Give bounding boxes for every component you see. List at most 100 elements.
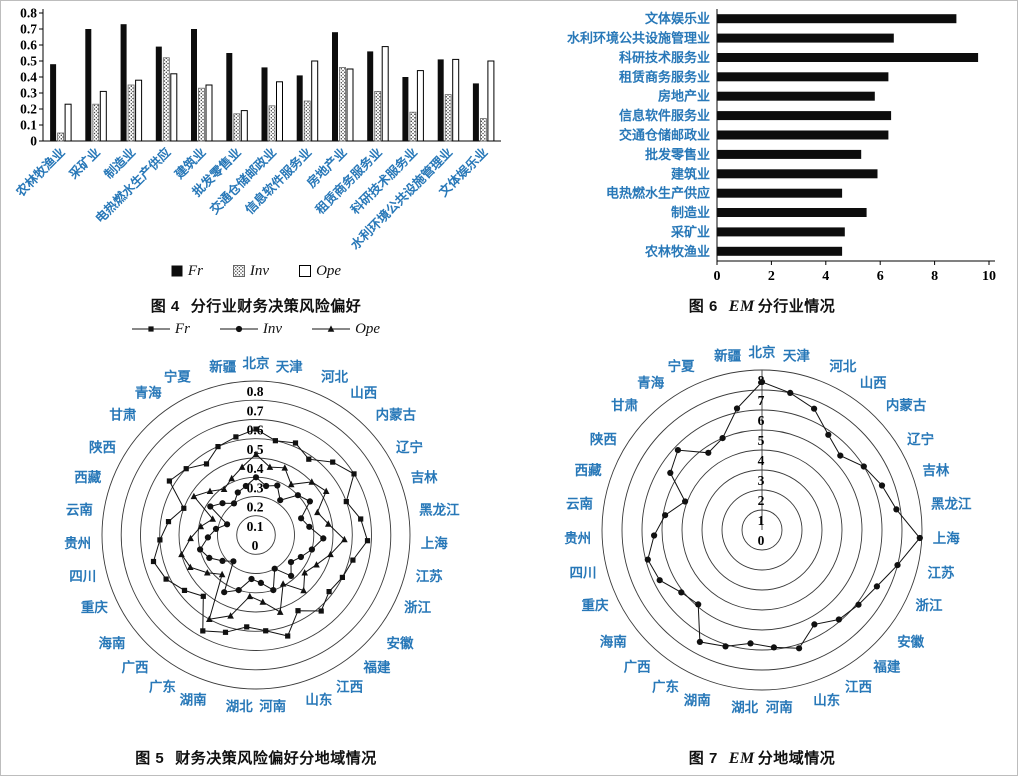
svg-text:黑龙江: 黑龙江 [931,496,972,512]
svg-text:0: 0 [251,538,258,553]
svg-text:河南: 河南 [259,698,286,714]
svg-text:北京: 北京 [748,344,775,360]
fig4-legend-item-ope: Ope [299,264,341,279]
fig5-caption-title: 财务决策风险偏好分地域情况 [175,750,377,767]
svg-text:福建: 福建 [362,659,390,675]
svg-text:湖南: 湖南 [683,692,710,708]
svg-text:0.2: 0.2 [246,500,263,515]
svg-text:浙江: 浙江 [404,599,431,615]
svg-text:江苏: 江苏 [415,568,442,584]
svg-text:山东: 山东 [813,692,840,708]
svg-text:四川: 四川 [569,565,596,580]
fig7-caption: 图 7 EM 分地域情况 [689,749,835,769]
svg-text:广东: 广东 [652,679,680,695]
fig7-radar-chart: 012345678北京天津河北山西内蒙古辽宁吉林黑龙江上海江苏浙江安徽福建江西山… [510,327,1015,747]
svg-text:天津: 天津 [782,348,809,364]
svg-text:陕西: 陕西 [589,431,616,447]
fig6-caption-number: 图 6 [688,298,718,315]
svg-text:广东: 广东 [148,678,175,694]
svg-text:建筑业: 建筑业 [671,166,710,181]
svg-text:上海: 上海 [420,535,447,551]
svg-text:贵州: 贵州 [564,530,591,546]
svg-text:上海: 上海 [932,530,959,546]
svg-text:江苏: 江苏 [927,564,955,580]
svg-text:广西: 广西 [121,659,148,675]
fig5-legend-marker-icon [131,326,170,332]
fig4-caption-number: 图 4 [150,298,180,315]
svg-text:河北: 河北 [321,368,348,384]
svg-text:农林牧渔业: 农林牧渔业 [12,144,68,200]
svg-text:6: 6 [757,413,764,428]
svg-text:海南: 海南 [599,634,626,650]
svg-text:0.6: 0.6 [20,38,37,53]
svg-text:0.8: 0.8 [246,384,263,399]
svg-text:北京: 北京 [242,355,269,371]
svg-text:云南: 云南 [566,496,593,512]
fig6-svg: 文体娱乐业水利环境公共设施管理业科研技术服务业租赁商务服务业房地产业信息软件服务… [567,9,996,284]
svg-text:4: 4 [757,453,764,468]
fig5-legend-label: Ope [355,321,381,337]
svg-text:天津: 天津 [275,358,302,374]
svg-text:农林牧渔业: 农林牧渔业 [644,244,710,259]
fig4-legend-item-inv: Inv [232,264,269,279]
fig4-caption: 图 4 分行业财务决策风险偏好 [151,297,362,317]
svg-text:0.4: 0.4 [246,461,263,476]
svg-text:福建: 福建 [872,659,900,675]
fig5-legend-label: Inv [262,321,283,337]
svg-text:0.3: 0.3 [246,480,263,495]
svg-text:0.7: 0.7 [246,403,263,418]
svg-text:山西: 山西 [859,376,886,391]
svg-text:河南: 河南 [765,699,792,715]
svg-text:重庆: 重庆 [80,599,107,615]
svg-text:宁夏: 宁夏 [163,368,190,384]
fig4-legend-swatch-icon [299,265,312,277]
figure-6: 文体娱乐业 水利环境公共设施管理业 科研技术服务业 租赁商务服务业 房地产业 信息软件服务… [509,3,1015,319]
svg-text:0.1: 0.1 [20,118,37,133]
fig4-svg: 00.10.20.30.40.50.60.70.8农林牧渔业采矿业制造业电热燃水… [12,6,501,252]
svg-text:安徽: 安徽 [897,634,924,650]
svg-text:辽宁: 辽宁 [396,439,423,455]
svg-text:2: 2 [757,493,764,508]
svg-text:文体娱乐业: 文体娱乐业 [645,11,710,26]
svg-text:电热燃水生产供应: 电热燃水生产供应 [606,186,710,201]
svg-text:广西: 广西 [623,659,650,675]
svg-text:制造业: 制造业 [671,205,710,220]
svg-text:河北: 河北 [829,358,856,374]
svg-text:陕西: 陕西 [89,439,116,455]
svg-text:租赁商务服务业: 租赁商务服务业 [619,69,710,84]
svg-text:江西: 江西 [845,679,872,695]
svg-text:内蒙古: 内蒙古 [885,397,926,413]
svg-text:宁夏: 宁夏 [667,358,695,374]
fig7-caption-title: 分地域情况 [757,750,836,767]
fig4-legend-swatch-icon [171,265,183,277]
svg-text:0: 0 [757,533,764,548]
svg-text:8: 8 [931,269,938,284]
svg-text:山东: 山东 [305,691,332,707]
fig5-legend-label: Fr [174,321,190,337]
svg-text:江西: 江西 [336,678,363,694]
fig4-legend-label: Fr [187,263,203,279]
svg-text:海南: 海南 [98,635,125,651]
fig5-legend-item-ope: Ope [312,321,381,337]
fig4-legend: Fr Inv Ope [171,261,341,281]
svg-text:湖北: 湖北 [225,699,252,714]
fig5-svg: 00.10.20.30.40.50.60.70.8北京天津河北山西内蒙古辽宁吉林… [64,355,460,714]
fig5-legend-item-fr: Fr [131,321,190,337]
svg-text:水利环境公共设施管理业: 水利环境公共设施管理业 [567,31,710,46]
fig4-grouped-bar-chart: 0 0.1 0.2 0.3 0.4 0.5 0.6 0.7 0.8 农林牧渔业 采矿业 制造业 电热燃水… [6,3,506,261]
svg-text:青海: 青海 [134,385,161,401]
svg-text:批发零售业: 批发零售业 [645,147,710,162]
svg-text:内蒙古: 内蒙古 [375,406,416,422]
svg-text:10: 10 [982,269,996,284]
svg-text:吉林: 吉林 [410,469,437,485]
svg-text:0.3: 0.3 [20,86,37,101]
svg-text:信息软件服务业: 信息软件服务业 [619,108,710,123]
svg-text:西藏: 西藏 [74,469,101,485]
svg-text:青海: 青海 [637,375,665,391]
svg-text:0.8: 0.8 [20,6,37,21]
svg-text:重庆: 重庆 [581,597,609,613]
svg-text:科研技术服务业: 科研技术服务业 [619,50,710,65]
svg-text:新疆: 新疆 [209,358,236,374]
